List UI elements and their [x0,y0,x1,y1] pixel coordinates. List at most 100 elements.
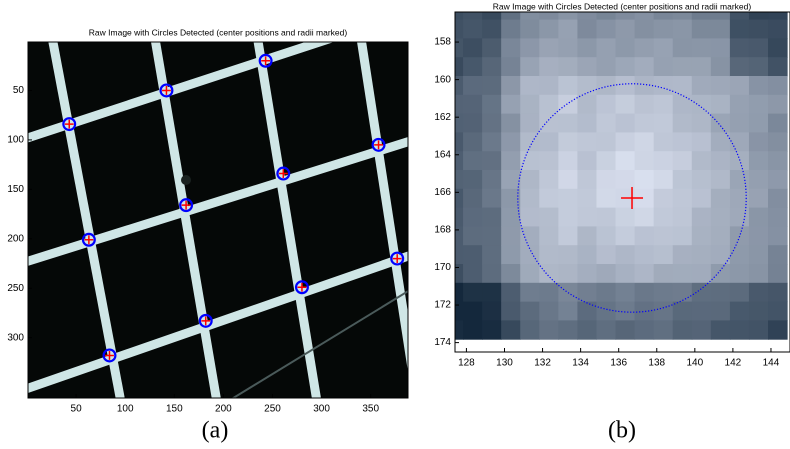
pixel [654,114,674,133]
pixel [730,302,750,321]
pixel [749,20,769,39]
pixel [730,226,750,245]
raw-image-b [444,0,788,340]
pixel [577,208,597,227]
pixel [596,208,616,227]
pixel [730,264,750,283]
pixel [692,151,712,170]
figure: Raw Image with Circles Detected (center … [0,0,790,449]
pixel [635,114,655,133]
pixel [654,132,674,151]
y-tick-label: 170 [434,262,451,273]
pixel [654,57,674,76]
y-tick-label: 200 [7,233,24,244]
pixel [692,320,712,339]
pixel [635,76,655,95]
y-tick-label: 164 [434,149,451,160]
pixel [596,57,616,76]
pixel [616,170,636,189]
pixel [616,283,636,302]
pixel [768,264,788,283]
pixel [711,57,731,76]
pixel [768,170,788,189]
pixel [596,132,616,151]
pixel [749,57,769,76]
pixel [692,170,712,189]
pixel [577,283,597,302]
y-tick-label: 158 [434,37,451,48]
pixel [463,0,483,1]
pixel [520,132,540,151]
pixel [692,264,712,283]
pixel [501,208,521,227]
pixel [692,189,712,208]
pixel [463,264,483,283]
pixel [749,320,769,339]
pixel [520,170,540,189]
pixel [558,208,578,227]
pixel [616,245,636,264]
pixel [654,302,674,321]
pixel [463,95,483,114]
y-tick-label: 300 [7,332,24,343]
x-tick-label: 100 [117,404,134,415]
pixel [616,132,636,151]
pixel [577,57,597,76]
pixel [711,114,731,133]
pixel [635,38,655,57]
pixel [558,114,578,133]
caption: (b) [608,418,636,444]
pixel [539,170,559,189]
pixel [444,0,464,1]
pixel [711,20,731,39]
pixel [654,189,674,208]
pixel [520,151,540,170]
pixel [768,283,788,302]
pixel [711,170,731,189]
pixel [539,132,559,151]
pixel [482,302,502,321]
pixel [692,283,712,302]
pixel [482,264,502,283]
pixel [596,95,616,114]
pixel [520,208,540,227]
pixel [730,76,750,95]
pixel [654,95,674,114]
pixel [730,114,750,133]
pixel [539,226,559,245]
pixel [616,95,636,114]
y-tick-label: 168 [434,225,451,236]
pixel [596,170,616,189]
pixel [654,38,674,57]
pixel [463,245,483,264]
pixel [501,320,521,339]
pixel [577,95,597,114]
pixel [673,226,693,245]
pixel [635,95,655,114]
pixel [673,20,693,39]
pixel [768,132,788,151]
pixel [501,95,521,114]
pixel [692,302,712,321]
pixel [749,170,769,189]
pixel [482,114,502,133]
pixel [596,302,616,321]
pixel [501,302,521,321]
pixel [711,302,731,321]
x-tick-label: 134 [572,358,589,369]
pixel [654,170,674,189]
pixel [520,264,540,283]
pixel [577,226,597,245]
pixel [730,95,750,114]
pixel [577,20,597,39]
pixel [730,170,750,189]
pixel [749,38,769,57]
pixel [768,38,788,57]
pixel [711,283,731,302]
pixel [482,320,502,339]
pixel [558,264,578,283]
pixel [749,264,769,283]
pixel [749,302,769,321]
pixel [768,1,788,20]
pixel [539,189,559,208]
